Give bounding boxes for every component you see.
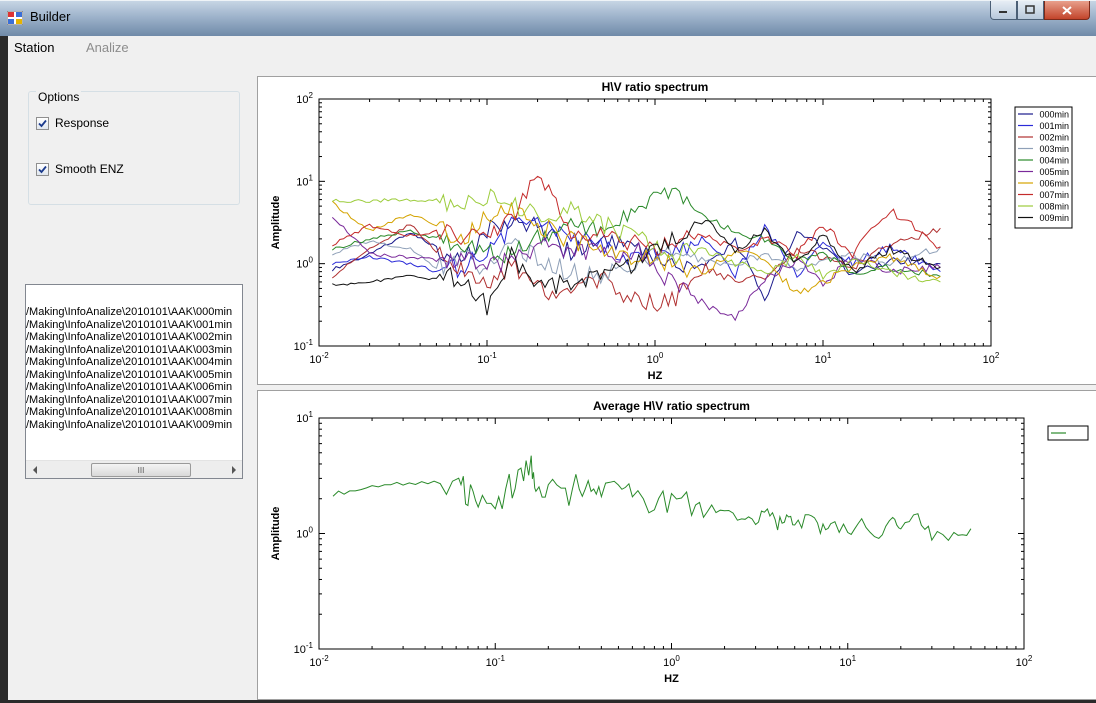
list-item[interactable]: /Making\InfoAnalize\2010101\AAK\007min [26,393,233,406]
x-tick-label: 10-1 [486,654,506,669]
plot-area [318,417,1025,650]
scrollbar-thumb[interactable]: III [91,463,191,477]
response-checkbox[interactable]: Response [36,116,109,130]
smooth-enz-checkbox[interactable]: Smooth ENZ [36,162,124,176]
legend-entry: 009min [1039,213,1069,223]
y-tick-label: 101 [296,410,313,425]
list-item[interactable]: /Making\InfoAnalize\2010101\AAK\002min [26,331,233,343]
response-label: Response [55,116,110,130]
legend-entry: 004min [1039,156,1069,166]
y-tick-label: 100 [296,256,313,271]
y-tick-label: 102 [296,91,313,106]
chart-title: H\V ratio spectrum [602,80,709,94]
legend-entry: 007min [1039,190,1069,200]
checkmark-icon [38,119,47,127]
legend-entry: 003min [1039,144,1069,154]
hv-ratio-chart-panel: H\V ratio spectrum 10-2 10-1 100 101 102 10-1 1… [257,76,1096,385]
chart-title: Average H\V ratio spectrum [593,399,750,413]
y-tick-label: 10-1 [294,338,314,353]
series-line-002min [331,224,941,312]
window-client-area: Station Analize Options Response Smooth … [8,36,1096,700]
y-tick-label: 101 [296,173,313,188]
series-line-004min [331,186,941,277]
series-line-007min [332,175,941,260]
series-line-003min [332,237,941,285]
arrow-right-icon [231,465,236,474]
series-line-009min [332,219,941,316]
legend-entry: 006min [1039,179,1069,189]
minimize-icon [999,11,1007,13]
smooth-enz-label: Smooth ENZ [55,162,124,176]
list-item[interactable]: /Making\InfoAnalize\2010101\AAK\008min [26,406,233,418]
checkbox-box[interactable] [36,116,49,130]
arrow-left-icon [32,465,37,474]
list-item[interactable]: /Making\InfoAnalize\2010101\AAK\009min [26,418,233,431]
x-tick-label: 102 [983,351,1000,366]
x-tick-label: 101 [815,351,832,366]
y-tick-label: 10-1 [294,641,314,656]
grip-icon: III [137,465,145,475]
horizontal-scrollbar[interactable]: III [26,460,242,478]
menu-bar: Station Analize [8,36,1096,58]
window-title: Builder [30,9,71,24]
window-titlebar[interactable]: Builder [0,0,1096,36]
list-item[interactable]: /Making\InfoAnalize\2010101\AAK\000min [26,306,233,318]
x-tick-label: 100 [663,654,680,669]
maximize-icon [1025,5,1035,14]
x-tick-label: 102 [1016,654,1033,669]
close-icon [1062,5,1072,15]
legend-entry: 000min [1039,110,1069,120]
legend-entry: 008min [1039,202,1069,212]
x-tick-label: 10-2 [309,351,329,366]
options-legend: Options [36,90,82,104]
close-button[interactable] [1044,1,1090,20]
x-axis-label: HZ [648,370,663,382]
scroll-right-button[interactable] [225,461,242,478]
menu-station[interactable]: Station [14,40,55,55]
x-axis-label: HZ [664,673,679,685]
legend-box [1014,106,1073,229]
y-axis-label: Amplitude [270,507,282,561]
list-item[interactable]: /Making\InfoAnalize\2010101\AAK\001min [26,318,233,331]
menu-analize[interactable]: Analize [86,40,129,55]
series-line-005min [331,217,941,322]
legend-entry: 002min [1039,133,1069,143]
legend-box [1047,425,1089,441]
average-hv-chart-panel: Average H\V ratio spectrum 10-2 10-1 100 101… [257,390,1096,700]
options-groupbox: Options Response Smooth ENZ [28,90,240,205]
legend-entry: 001min [1039,121,1069,131]
list-item[interactable]: /Making\InfoAnalize\2010101\AAK\006min [26,381,233,393]
x-tick-label: 10-2 [309,654,329,669]
maximize-button[interactable] [1017,1,1044,20]
list-item[interactable]: /Making\InfoAnalize\2010101\AAK\005min [26,368,233,381]
list-item[interactable]: /Making\InfoAnalize\2010101\AAK\004min [26,356,233,368]
y-tick-label: 100 [296,526,313,541]
series-line-average [332,455,972,542]
checkbox-box[interactable] [36,162,49,176]
y-axis-label: Amplitude [270,196,282,250]
scroll-left-button[interactable] [26,461,43,478]
window-controls [990,1,1090,23]
minimize-button[interactable] [990,1,1017,20]
x-tick-label: 100 [647,351,664,366]
list-item[interactable]: /Making\InfoAnalize\2010101\AAK\003min [26,343,233,356]
x-tick-label: 101 [839,654,856,669]
series-line-000min [331,215,941,302]
series-line-008min [332,188,941,283]
legend-entry: 005min [1039,167,1069,177]
file-list[interactable]: /Making\InfoAnalize\2010101\AAK\000min /… [25,284,243,479]
checkmark-icon [38,165,47,173]
x-tick-label: 10-1 [477,351,497,366]
app-icon [6,10,24,26]
